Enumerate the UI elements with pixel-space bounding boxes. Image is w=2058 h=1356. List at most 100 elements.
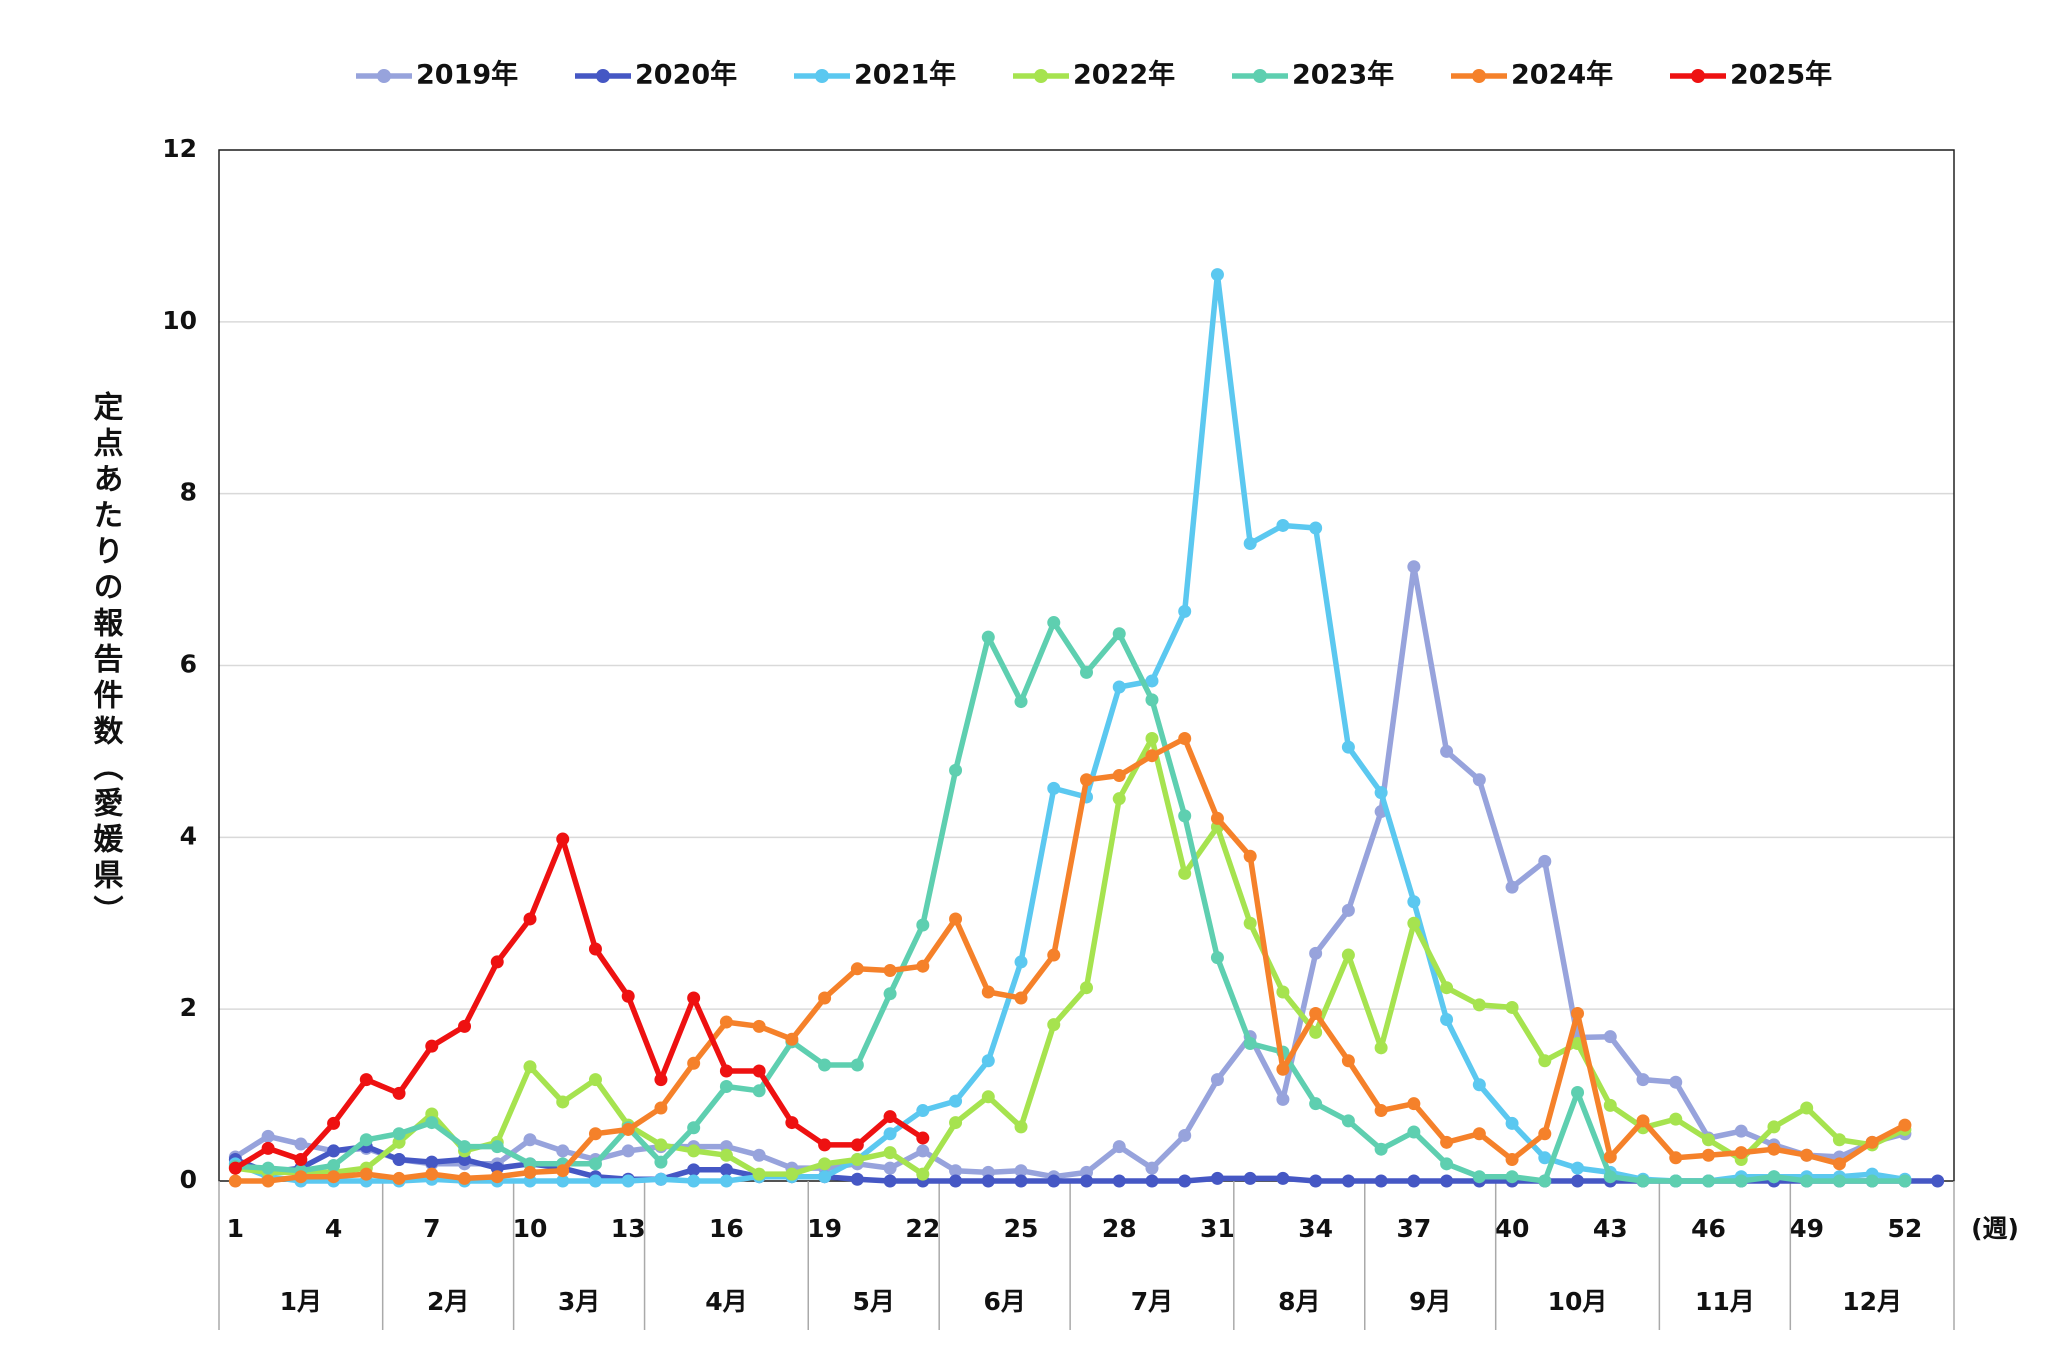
point	[327, 1116, 341, 1130]
point	[1341, 740, 1355, 754]
point	[981, 630, 995, 644]
point	[850, 1138, 864, 1152]
legend-marker	[1691, 69, 1705, 83]
point	[981, 985, 995, 999]
x-tick-label: 1	[227, 1214, 244, 1243]
point	[1178, 866, 1192, 880]
month-label: 7月	[1131, 1287, 1173, 1316]
point	[1571, 1161, 1585, 1175]
y-tick-label: 2	[180, 993, 197, 1022]
point	[1145, 674, 1159, 688]
point	[1080, 773, 1093, 787]
month-label: 5月	[853, 1287, 895, 1316]
point	[1243, 916, 1257, 930]
month-label: 2月	[427, 1287, 469, 1316]
point	[1080, 981, 1093, 995]
point	[1014, 695, 1028, 709]
point	[1440, 744, 1454, 758]
point	[1472, 1078, 1486, 1092]
point	[818, 1058, 832, 1072]
point	[1341, 948, 1355, 962]
point	[425, 1116, 439, 1130]
point	[981, 1054, 995, 1068]
point	[654, 1172, 668, 1186]
point	[1080, 665, 1093, 679]
y-tick-label: 4	[180, 821, 197, 850]
point	[588, 1127, 602, 1141]
point	[1374, 1142, 1388, 1156]
point	[1014, 1164, 1028, 1178]
y-tick-label: 10	[162, 306, 197, 335]
point	[556, 832, 570, 846]
x-tick-label: 13	[611, 1214, 646, 1243]
point	[1669, 1174, 1683, 1188]
point	[1800, 1101, 1814, 1115]
point	[1014, 1120, 1028, 1134]
point	[1571, 1006, 1585, 1020]
point	[1407, 560, 1421, 574]
point	[1243, 849, 1257, 863]
point	[1047, 1174, 1061, 1188]
legend-marker	[1472, 69, 1486, 83]
point	[1800, 1174, 1814, 1188]
point	[621, 1144, 635, 1158]
point	[556, 1095, 570, 1109]
x-tick-label: 34	[1298, 1214, 1333, 1243]
point	[1669, 1151, 1683, 1165]
point	[490, 955, 504, 969]
point	[1603, 1150, 1617, 1164]
point	[916, 1104, 930, 1118]
point	[949, 1164, 963, 1178]
point	[1701, 1148, 1715, 1162]
point	[1832, 1174, 1846, 1188]
point	[850, 1058, 864, 1072]
point	[1309, 1006, 1323, 1020]
x-tick-label: 28	[1102, 1214, 1137, 1243]
point	[883, 1161, 897, 1175]
point	[1014, 1174, 1028, 1188]
point	[523, 1060, 537, 1074]
point	[883, 1174, 897, 1188]
point	[1112, 1140, 1126, 1154]
point	[818, 1170, 832, 1184]
point	[359, 1133, 373, 1147]
month-label: 9月	[1409, 1287, 1451, 1316]
y-tick-label: 6	[180, 650, 197, 679]
point	[392, 1153, 406, 1167]
point	[1243, 1171, 1257, 1185]
month-label: 3月	[558, 1287, 600, 1316]
point	[392, 1171, 406, 1185]
point	[425, 1167, 439, 1181]
y-axis-label: 定点あたりの報告件数（愛媛県）	[88, 390, 124, 931]
point	[588, 1157, 602, 1171]
point	[1571, 1037, 1585, 1051]
point	[687, 1163, 701, 1177]
point	[1538, 1151, 1552, 1165]
month-label: 6月	[983, 1287, 1025, 1316]
point	[1374, 1174, 1388, 1188]
point	[785, 1032, 799, 1046]
point	[1047, 948, 1061, 962]
point	[556, 1144, 570, 1158]
x-tick-label: 43	[1593, 1214, 1628, 1243]
point	[1407, 1097, 1421, 1111]
point	[621, 1174, 635, 1188]
point	[1243, 536, 1257, 550]
point	[392, 1127, 406, 1141]
point	[1178, 604, 1192, 618]
point	[916, 1144, 930, 1158]
point	[261, 1174, 275, 1188]
point	[228, 1161, 242, 1175]
point	[1341, 903, 1355, 917]
point	[588, 942, 602, 956]
x-tick-label: 4	[325, 1214, 342, 1243]
y-tick-label: 0	[180, 1165, 197, 1194]
legend-marker	[1253, 69, 1267, 83]
point	[1014, 991, 1028, 1005]
legend-label: 2025年	[1730, 59, 1832, 91]
point	[1734, 1124, 1748, 1138]
point	[1440, 1157, 1454, 1171]
point	[1505, 1000, 1519, 1014]
point	[883, 1146, 897, 1160]
point	[850, 962, 864, 976]
